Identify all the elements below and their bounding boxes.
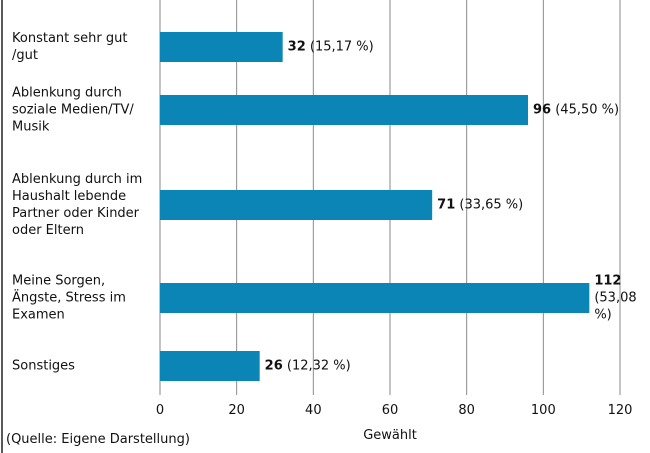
category-label: Ablenkung durch im Haushalt lebende Part… bbox=[12, 172, 143, 238]
bar bbox=[160, 283, 590, 313]
x-tick-label: 40 bbox=[305, 403, 322, 418]
percent-label: (53,08 %) bbox=[594, 290, 637, 323]
data-label: 71 (33,65 %) bbox=[437, 197, 650, 214]
x-tick-label: 60 bbox=[381, 403, 399, 418]
percent-label: (12,32 %) bbox=[286, 358, 351, 374]
bar bbox=[160, 32, 283, 62]
category-label: Konstant sehr gut /gut bbox=[12, 31, 128, 63]
bar bbox=[160, 95, 528, 125]
source-note: (Quelle: Eigene Darstellung) bbox=[6, 432, 190, 447]
x-tick-label: 0 bbox=[155, 403, 165, 418]
x-tick-label: 20 bbox=[228, 403, 245, 418]
x-axis-label: Gewählt bbox=[363, 428, 417, 443]
x-tick-label: 80 bbox=[458, 403, 475, 418]
value-label: 71 bbox=[437, 197, 456, 213]
percent-label: (45,50 %) bbox=[555, 102, 620, 118]
category-label: Meine Sorgen, Ängste, Stress im Examen bbox=[12, 273, 126, 323]
data-label: 112 (53,08 %) bbox=[594, 273, 650, 324]
category-label: Ablenkung durch soziale Medien/TV/ Musik bbox=[12, 85, 134, 135]
value-label: 32 bbox=[287, 39, 306, 55]
x-tick-label: 120 bbox=[607, 403, 633, 418]
x-tick-label: 100 bbox=[530, 403, 556, 418]
value-label: 112 bbox=[594, 273, 622, 289]
value-label: 26 bbox=[264, 358, 283, 374]
value-label: 96 bbox=[533, 102, 552, 118]
bar bbox=[160, 190, 433, 220]
percent-label: (33,65 %) bbox=[459, 197, 524, 213]
bar bbox=[160, 351, 260, 381]
data-label: 32 (15,17 %) bbox=[288, 39, 650, 56]
percent-label: (15,17 %) bbox=[309, 39, 374, 55]
category-label: Sonstiges bbox=[12, 358, 75, 374]
data-label: 26 (12,32 %) bbox=[265, 358, 650, 375]
data-label: 96 (45,50 %) bbox=[533, 102, 650, 119]
